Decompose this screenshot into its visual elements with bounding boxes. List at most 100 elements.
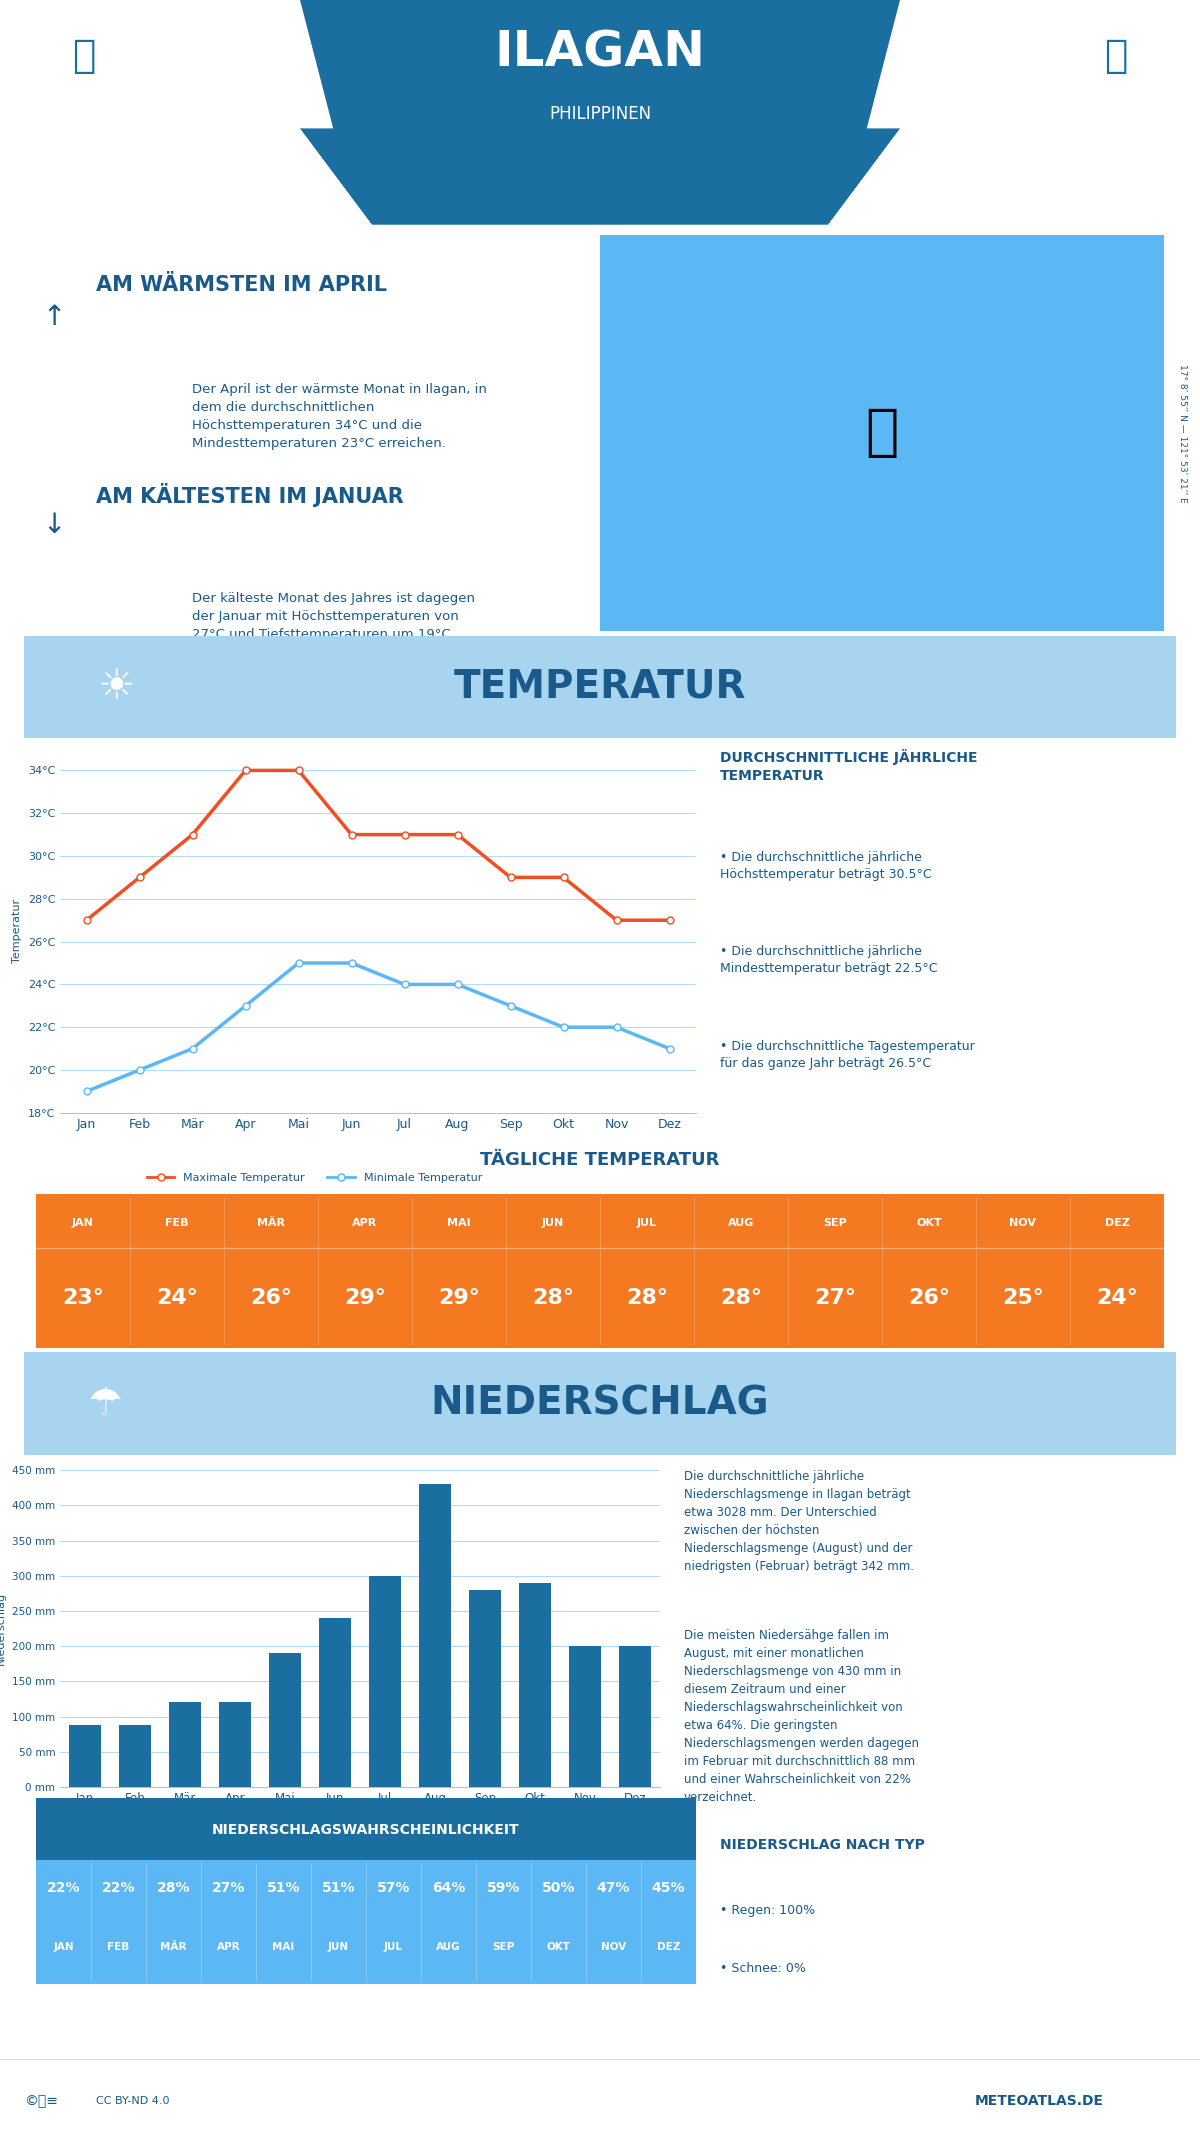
Text: • Die durchschnittliche Tagestemperatur
für das ganze Jahr beträgt 26.5°C: • Die durchschnittliche Tagestemperatur …: [720, 1040, 974, 1070]
Text: 28°: 28°: [532, 1288, 574, 1308]
Text: NOV: NOV: [601, 1941, 626, 1952]
Text: 59%: 59%: [487, 1881, 520, 1894]
Text: AUG: AUG: [728, 1218, 754, 1228]
Text: 50%: 50%: [542, 1881, 575, 1894]
Text: FEB: FEB: [107, 1941, 130, 1952]
Text: APR: APR: [217, 1941, 240, 1952]
Text: ☂: ☂: [88, 1385, 122, 1423]
Text: • Die durchschnittliche jährliche
Höchsttemperatur beträgt 30.5°C: • Die durchschnittliche jährliche Höchst…: [720, 852, 931, 882]
Text: 64%: 64%: [432, 1881, 466, 1894]
Text: APR: APR: [353, 1218, 378, 1228]
Text: • Regen: 100%: • Regen: 100%: [720, 1905, 815, 1917]
Legend: Maximale Temperatur, Minimale Temperatur: Maximale Temperatur, Minimale Temperatur: [142, 1168, 487, 1188]
Y-axis label: Temperatur: Temperatur: [12, 899, 22, 963]
Text: ↑: ↑: [42, 302, 66, 330]
Bar: [68, 1725, 101, 1787]
Text: 51%: 51%: [322, 1881, 355, 1894]
Text: 28%: 28%: [157, 1881, 191, 1894]
Text: Der April ist der wärmste Monat in Ilagan, in
dem die durchschnittlichen
Höchstt: Der April ist der wärmste Monat in Ilaga…: [192, 383, 487, 449]
Text: • Die durchschnittliche jährliche
Mindesttemperatur beträgt 22.5°C: • Die durchschnittliche jährliche Mindes…: [720, 946, 937, 976]
Bar: [319, 1618, 352, 1787]
FancyBboxPatch shape: [2, 1793, 730, 1864]
Text: 24°: 24°: [156, 1288, 198, 1308]
Legend: Niederschlagssumme: Niederschlagssumme: [220, 1832, 380, 1851]
Text: NOV: NOV: [1009, 1218, 1037, 1228]
Text: 17° 8’ 55’’ N — 121° 53’ 21’’ E: 17° 8’ 55’’ N — 121° 53’ 21’’ E: [1177, 364, 1187, 503]
Text: • Schnee: 0%: • Schnee: 0%: [720, 1962, 806, 1975]
Text: JUN: JUN: [328, 1941, 349, 1952]
Text: 〜: 〜: [72, 36, 96, 75]
Text: 26°: 26°: [908, 1288, 950, 1308]
Text: 27°: 27°: [814, 1288, 856, 1308]
Text: PHILIPPINEN: PHILIPPINEN: [548, 105, 652, 124]
Bar: [119, 1725, 151, 1787]
Text: Die meisten Niedersähge fallen im
August, mit einer monatlichen
Niederschlagsmen: Die meisten Niedersähge fallen im August…: [684, 1629, 919, 1804]
Text: METEOATLAS.DE: METEOATLAS.DE: [974, 2095, 1104, 2108]
Text: 23°: 23°: [62, 1288, 104, 1308]
Text: 24°: 24°: [1096, 1288, 1138, 1308]
Text: OKT: OKT: [546, 1941, 570, 1952]
Bar: [218, 1703, 251, 1787]
Text: 57%: 57%: [377, 1881, 410, 1894]
Text: Die durchschnittliche jährliche
Niederschlagsmenge in Ilagan beträgt
etwa 3028 m: Die durchschnittliche jährliche Niedersc…: [684, 1470, 914, 1573]
Y-axis label: Niederschlag: Niederschlag: [0, 1592, 6, 1665]
Text: 〜: 〜: [1104, 36, 1128, 75]
Text: SEP: SEP: [492, 1941, 515, 1952]
Text: MAI: MAI: [448, 1218, 470, 1228]
Polygon shape: [300, 128, 900, 225]
Text: ☀: ☀: [97, 666, 134, 708]
FancyBboxPatch shape: [31, 1190, 1169, 1352]
Text: MAI: MAI: [272, 1941, 295, 1952]
Text: MÄR: MÄR: [257, 1218, 286, 1228]
Text: DEZ: DEZ: [1104, 1218, 1129, 1228]
Text: 🌍: 🌍: [865, 407, 899, 460]
Text: TEMPERATUR: TEMPERATUR: [454, 668, 746, 706]
Text: 25°: 25°: [1002, 1288, 1044, 1308]
Text: 28°: 28°: [720, 1288, 762, 1308]
Text: AM KÄLTESTEN IM JANUAR: AM KÄLTESTEN IM JANUAR: [96, 484, 403, 507]
Text: ILAGAN: ILAGAN: [494, 28, 706, 77]
Text: AM WÄRMSTEN IM APRIL: AM WÄRMSTEN IM APRIL: [96, 274, 386, 295]
Text: ©ⓘ≡: ©ⓘ≡: [24, 2095, 58, 2108]
Text: AUG: AUG: [436, 1941, 461, 1952]
Text: 51%: 51%: [266, 1881, 300, 1894]
FancyBboxPatch shape: [0, 1350, 1200, 1457]
Text: DURCHSCHNITTLICHE JÄHRLICHE
TEMPERATUR: DURCHSCHNITTLICHE JÄHRLICHE TEMPERATUR: [720, 749, 978, 783]
Text: 22%: 22%: [47, 1881, 80, 1894]
Text: NIEDERSCHLAGSWAHRSCHEINLICHKEIT: NIEDERSCHLAGSWAHRSCHEINLICHKEIT: [212, 1823, 520, 1836]
Text: NIEDERSCHLAG: NIEDERSCHLAG: [431, 1385, 769, 1423]
Bar: [569, 1646, 601, 1787]
Text: 45%: 45%: [652, 1881, 685, 1894]
Bar: [419, 1485, 451, 1787]
Text: SEP: SEP: [823, 1218, 847, 1228]
Bar: [169, 1703, 202, 1787]
Bar: [518, 1584, 551, 1787]
Text: ↓: ↓: [42, 511, 66, 539]
Text: 26°: 26°: [250, 1288, 292, 1308]
Text: JUL: JUL: [384, 1941, 403, 1952]
Text: NIEDERSCHLAG NACH TYP: NIEDERSCHLAG NACH TYP: [720, 1838, 925, 1853]
Text: JAN: JAN: [72, 1218, 94, 1228]
Text: CC BY-ND 4.0: CC BY-ND 4.0: [96, 2097, 169, 2106]
Bar: [469, 1590, 502, 1787]
Polygon shape: [300, 0, 900, 139]
Text: JUN: JUN: [542, 1218, 564, 1228]
Text: JAN: JAN: [53, 1941, 74, 1952]
Text: 29°: 29°: [344, 1288, 386, 1308]
Bar: [368, 1575, 401, 1787]
Text: Der kälteste Monat des Jahres ist dagegen
der Januar mit Höchsttemperaturen von
: Der kälteste Monat des Jahres ist dagege…: [192, 593, 475, 640]
Bar: [269, 1654, 301, 1787]
Bar: [619, 1646, 652, 1787]
Text: 27%: 27%: [212, 1881, 245, 1894]
FancyBboxPatch shape: [589, 227, 1175, 640]
Text: 28°: 28°: [626, 1288, 668, 1308]
Text: 22%: 22%: [102, 1881, 136, 1894]
Text: MÄR: MÄR: [161, 1941, 187, 1952]
Text: DEZ: DEZ: [656, 1941, 680, 1952]
Text: FEB: FEB: [166, 1218, 188, 1228]
Text: 47%: 47%: [596, 1881, 630, 1894]
Text: 29°: 29°: [438, 1288, 480, 1308]
Text: JUL: JUL: [637, 1218, 658, 1228]
FancyBboxPatch shape: [0, 633, 1200, 740]
FancyBboxPatch shape: [34, 1858, 698, 1986]
